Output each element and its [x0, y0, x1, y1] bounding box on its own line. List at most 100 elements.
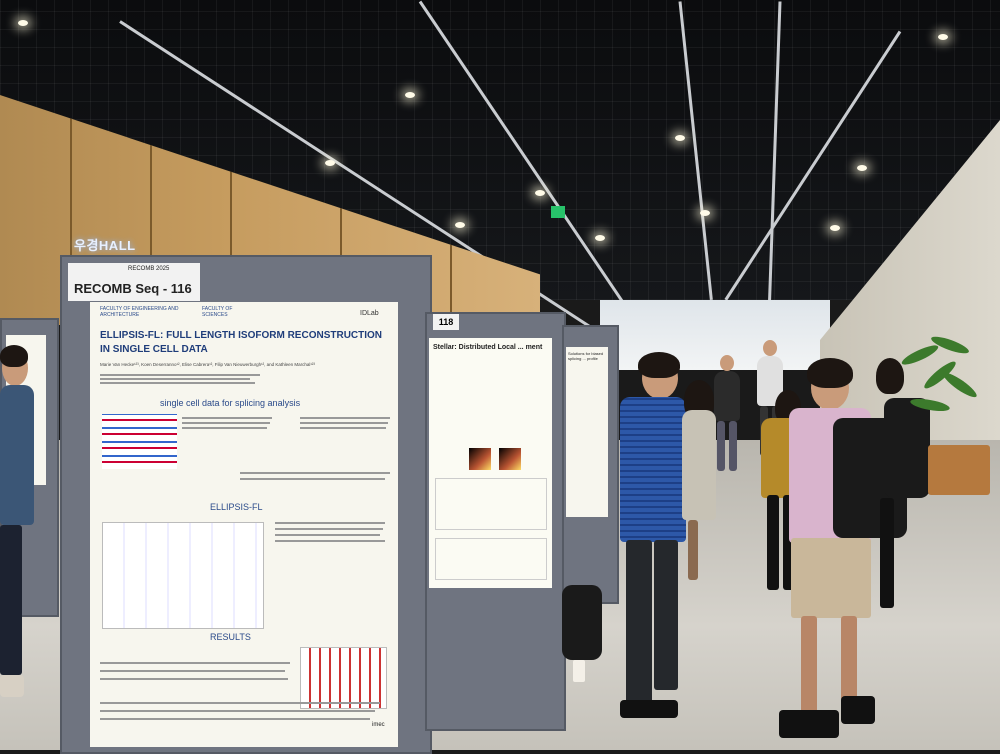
ceiling-light: [675, 135, 685, 141]
ceiling-beam: [678, 1, 713, 301]
exit-sign: [551, 206, 565, 218]
poster-third: Solutions for biased splicing ... profil…: [566, 347, 608, 517]
backpack: [884, 398, 930, 498]
text-line: [275, 540, 385, 542]
ceiling-light: [405, 92, 415, 98]
person-grey-top: [680, 380, 720, 590]
board-number-118: 118: [433, 314, 459, 330]
text-line: [300, 417, 390, 419]
conference-label: RECOMB 2025: [128, 266, 170, 272]
text-line: [240, 478, 385, 480]
shorts: [791, 538, 871, 618]
ceiling-beam: [768, 1, 782, 302]
ceiling-light: [18, 20, 28, 26]
logo-sciences: FACULTY OF SCIENCES: [202, 306, 233, 318]
poster-title-line2: IN SINGLE CELL DATA: [100, 344, 208, 355]
leaf: [940, 369, 980, 401]
person-dark-backpack: [862, 358, 932, 618]
results-plot: [300, 647, 387, 709]
cup: [573, 660, 585, 682]
method-diagram: [102, 522, 264, 629]
text-line: [300, 422, 388, 424]
torso: [0, 385, 34, 525]
wall-panel: [25, 105, 72, 305]
section-heading-single-cell: single cell data for splicing analysis: [160, 398, 301, 408]
poster-board-main: RECOMB Seq - 116 RECOMB 2025 FACULTY OF …: [60, 255, 432, 754]
ceiling-light: [857, 165, 867, 171]
hair: [807, 358, 853, 388]
leg: [841, 616, 857, 701]
leg: [654, 540, 678, 690]
section-heading-ellipsis: ELLIPSIS-FL: [210, 502, 263, 512]
leaf: [909, 396, 951, 414]
imec-logo: imec: [372, 722, 385, 728]
text-line: [100, 670, 285, 672]
logo-idlab: IDLab: [360, 310, 379, 317]
ceiling-light: [455, 222, 465, 228]
poster-main: FACULTY OF ENGINEERING AND ARCHITECTURE …: [90, 302, 398, 747]
leg: [688, 520, 698, 580]
wall-panel: [380, 235, 452, 315]
board-number-card: RECOMB Seq - 116 RECOMB 2025: [68, 263, 200, 301]
potted-plant: [899, 330, 990, 495]
logo-engineering: FACULTY OF ENGINEERING AND ARCHITECTURE: [100, 306, 179, 318]
poster-second: Stellar: Distributed Local ... ment: [429, 338, 552, 588]
leg: [626, 540, 652, 705]
leg: [880, 498, 894, 608]
text-line: [182, 427, 267, 429]
text-line: [100, 678, 288, 680]
leg: [729, 421, 737, 471]
backpack-on-floor: [562, 585, 602, 660]
ceiling-light: [535, 190, 545, 196]
person-pink-shirt: [775, 358, 915, 750]
hair: [638, 352, 680, 378]
ceiling-light: [830, 225, 840, 231]
text-line: [182, 417, 272, 419]
poster-board-second: 118 Stellar: Distributed Local ... ment: [425, 312, 566, 731]
poster-third-title: Solutions for biased splicing ... profil…: [568, 351, 604, 361]
hair: [876, 358, 904, 394]
text-line: [100, 718, 370, 720]
text-line: [275, 522, 385, 524]
text-line: [275, 528, 383, 530]
poster-board-third: Solutions for biased splicing ... profil…: [562, 325, 619, 604]
ceiling-light: [700, 210, 710, 216]
shoe: [620, 700, 678, 718]
ceiling-light: [325, 160, 335, 166]
ceiling-light: [595, 235, 605, 241]
text-line: [182, 422, 270, 424]
text-line: [275, 534, 380, 536]
text-line: [100, 662, 290, 664]
person-striped-shirt: [612, 352, 712, 727]
shoe: [0, 675, 24, 697]
torso: [714, 371, 740, 421]
heatmap-plot: [499, 448, 521, 470]
leaf: [899, 342, 941, 368]
board-number-label: RECOMB Seq - 116: [74, 281, 192, 296]
text-line: [100, 374, 260, 376]
leg: [801, 616, 817, 716]
leg: [767, 495, 779, 590]
planter: [928, 445, 990, 495]
poster-title-line1: ELLIPSIS-FL: FULL LENGTH ISOFORM RECONST…: [100, 330, 383, 341]
ceiling-light: [938, 34, 948, 40]
hair: [0, 345, 28, 367]
figure-block: [435, 478, 547, 530]
text-line: [100, 382, 255, 384]
torso: [620, 397, 686, 542]
shoe: [841, 696, 875, 724]
background-person: [712, 355, 742, 475]
ceiling-beam: [724, 30, 902, 301]
person-left-edge: [0, 345, 38, 700]
heatmap-plot: [469, 448, 491, 470]
shoe: [779, 710, 839, 738]
leg: [717, 421, 725, 471]
text-line: [100, 702, 380, 704]
text-line: [300, 427, 386, 429]
head: [763, 340, 777, 356]
hall-far-end: [600, 300, 830, 370]
text-line: [100, 378, 250, 380]
poster-second-title: Stellar: Distributed Local ... ment: [433, 344, 543, 351]
text-line: [100, 710, 375, 712]
section-heading-results: RESULTS: [210, 632, 251, 642]
